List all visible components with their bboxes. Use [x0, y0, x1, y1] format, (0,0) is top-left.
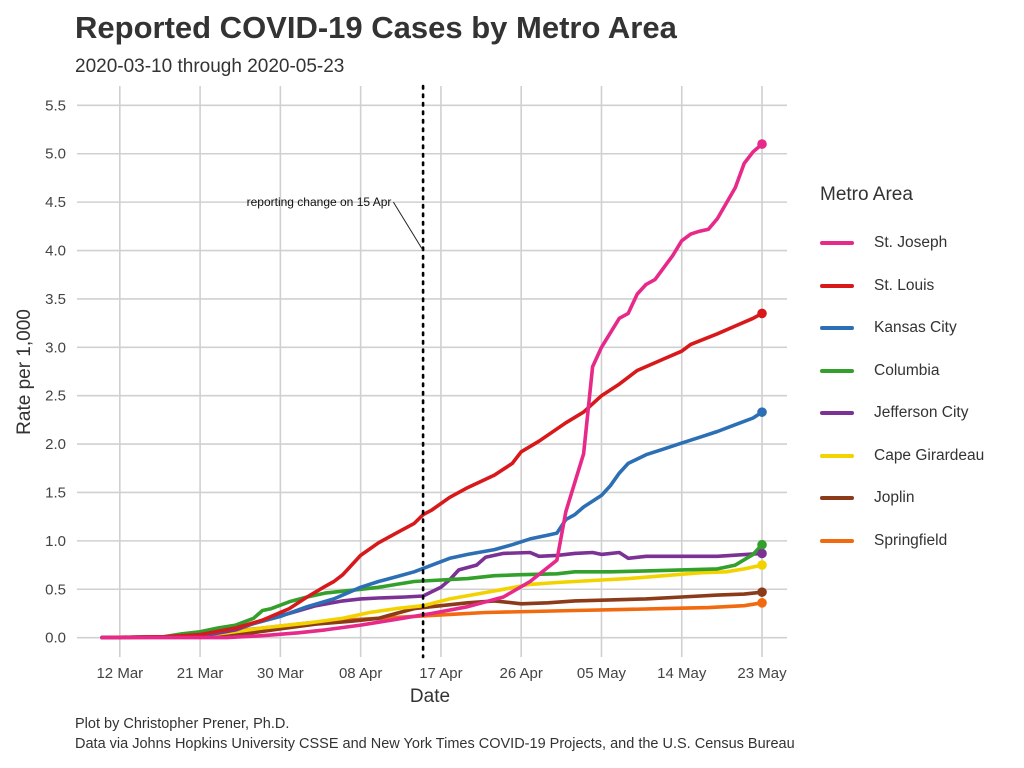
x-tick-label: 14 May [657, 665, 707, 682]
legend-item: Jefferson City [820, 392, 984, 435]
legend-item: Columbia [820, 350, 984, 393]
legend-swatch [820, 368, 854, 373]
annotation-leader-line [392, 201, 424, 251]
x-tick-label: 21 Mar [177, 665, 224, 682]
legend-label: Jefferson City [874, 404, 969, 422]
series-end-point [757, 548, 767, 559]
series-end-point [757, 407, 767, 417]
x-tick-label: 05 May [577, 665, 627, 682]
x-tick-label: 26 Apr [500, 665, 543, 682]
series-line [100, 142, 764, 640]
legend-label: St. Joseph [874, 234, 948, 252]
x-tick-label: 30 Mar [257, 665, 304, 682]
legend-label: Columbia [874, 361, 940, 379]
legend-title: Metro Area [820, 184, 913, 205]
legend-item: St. Louis [820, 265, 984, 308]
annotation-label: reporting change on 15 Apr [247, 195, 392, 209]
y-axis-label: Rate per 1,000 [14, 309, 35, 435]
y-tick-labels: 0.0 0.5 1.0 1.5 2.0 2.5 3.0 3.5 4.0 4.5 5.0 5.5 [45, 97, 66, 646]
series-line [100, 542, 764, 640]
legend-label: Joplin [874, 489, 915, 507]
y-tick-label: 0.0 [45, 630, 66, 647]
x-tick-label: 08 Apr [339, 665, 382, 682]
series-line [100, 311, 764, 640]
y-tick-label: 3.0 [45, 339, 66, 356]
series-line [100, 410, 764, 640]
series-end-point [757, 539, 767, 550]
legend-swatch [820, 411, 854, 416]
legend-label: St. Louis [874, 276, 935, 294]
series-line [100, 590, 764, 640]
caption-author: Plot by Christopher Prener, Ph.D. [75, 716, 290, 732]
series-end-point [757, 139, 767, 149]
legend-item: Springfield [820, 520, 984, 563]
y-tick-label: 2.5 [45, 388, 66, 405]
series-end-point [757, 587, 767, 597]
annotation: reporting change on 15 Apr [247, 84, 425, 659]
x-axis-label: Date [410, 686, 450, 707]
series-end-point [757, 560, 767, 570]
y-tick-label: 4.5 [45, 194, 66, 211]
caption-source: Data via Johns Hopkins University CSSE a… [75, 736, 795, 752]
legend-item: Cape Girardeau [820, 435, 984, 478]
y-tick-label: 5.0 [45, 146, 66, 163]
y-tick-label: 4.0 [45, 243, 66, 260]
series-lines [100, 142, 764, 640]
y-tick-label: 3.5 [45, 291, 66, 308]
legend-swatch [820, 241, 854, 246]
legend-swatch [820, 326, 854, 331]
legend-swatch [820, 453, 854, 458]
y-tick-label: 1.5 [45, 484, 66, 501]
legend-label: Kansas City [874, 319, 957, 337]
legend-label: Springfield [874, 531, 948, 549]
y-tick-label: 0.5 [45, 581, 66, 598]
x-tick-label: 17 Apr [419, 665, 462, 682]
series-end-point [757, 598, 767, 608]
legend-label: Cape Girardeau [874, 446, 985, 464]
legend-swatch [820, 496, 854, 501]
legend-swatch [820, 538, 854, 543]
y-tick-label: 2.0 [45, 436, 66, 453]
series-end-point [757, 308, 767, 319]
legend-item: Joplin [820, 477, 984, 520]
y-tick-label: 1.0 [45, 533, 66, 550]
chart-title: Reported COVID-19 Cases by Metro Area [75, 10, 677, 45]
series-line [100, 563, 764, 640]
y-tick-label: 5.5 [45, 97, 66, 114]
x-tick-label: 12 Mar [96, 665, 143, 682]
series-end-points [757, 139, 767, 608]
legend-item: St. Joseph [820, 222, 984, 265]
x-tick-label: 23 May [737, 665, 787, 682]
legend: Metro Area St. Joseph St. Louis Kansas Cit… [820, 184, 984, 562]
legend-item: Kansas City [820, 307, 984, 350]
legend-swatch [820, 283, 854, 288]
chart-subtitle: 2020-03-10 through 2020-05-23 [75, 56, 345, 77]
x-tick-labels: 12 Mar 21 Mar 30 Mar 08 Apr 17 Apr 26 Apr 05 M… [96, 665, 787, 682]
